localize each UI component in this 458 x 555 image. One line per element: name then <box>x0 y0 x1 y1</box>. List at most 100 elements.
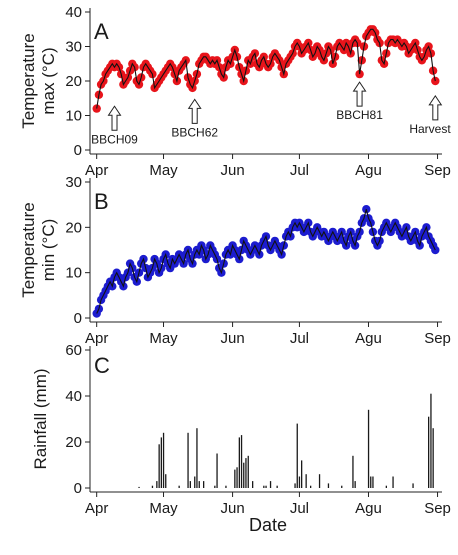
rain-bar-35 <box>318 474 321 488</box>
rain-bar-5 <box>162 432 165 488</box>
x-tick-label-a-apr: Apr <box>85 162 108 179</box>
annotation-arrow-bbch09 <box>107 105 122 131</box>
y-tick-label-a-20: 20 <box>65 73 82 90</box>
text-layer: A B C Date 0 10 20 30 40 Apr May Jun Jul Agu Sep Te… <box>19 4 451 535</box>
rain-bar-31 <box>298 476 301 488</box>
rain-bar-14 <box>214 485 216 488</box>
y-axis-title-b: Temperaturemin (°C) <box>19 202 58 297</box>
rain-bar-42 <box>372 476 374 488</box>
panel-letter-c: C <box>94 353 110 378</box>
axes-layer <box>85 8 443 497</box>
x-tick-label-a-agu: Agu <box>355 162 382 179</box>
x-tick-label-a-jul: Jul <box>290 162 309 179</box>
rain-bar-29 <box>294 483 296 488</box>
series-line-a <box>96 28 436 109</box>
rain-bar-17 <box>234 469 236 488</box>
rain-bar-45 <box>412 483 414 488</box>
rain-bar-20 <box>240 435 243 488</box>
y-tick-label-a-30: 30 <box>65 39 82 56</box>
rain-bar-19 <box>238 437 240 488</box>
x-tick-label-c-sep: Sep <box>424 500 451 517</box>
rain-bar-43 <box>385 485 387 488</box>
rain-bar-27 <box>269 481 272 488</box>
data-point-a-0 <box>92 104 101 113</box>
x-tick-label-a-sep: Sep <box>424 162 451 179</box>
rain-bar-6 <box>165 474 167 488</box>
x-tick-label-b-sep: Sep <box>424 330 451 347</box>
rain-bar-12 <box>198 481 200 488</box>
y-axis-title-c: Rainfall (mm) <box>31 368 50 469</box>
rain-bar-47 <box>430 393 432 488</box>
rain-bar-30 <box>296 423 298 488</box>
rain-bar-44 <box>392 476 394 488</box>
rain-bar-39 <box>354 481 356 488</box>
y-tick-label-b-10: 10 <box>65 265 82 282</box>
y-tick-label-a-0: 0 <box>74 142 82 159</box>
y-tick-label-b-0: 0 <box>74 310 82 327</box>
rain-bar-0 <box>138 486 140 488</box>
x-tick-label-c-may: May <box>149 500 178 517</box>
marks-layer <box>92 25 440 488</box>
y-axis-title-line-a-2: max (°C) <box>39 47 58 114</box>
annotation-arrow-bbch81 <box>352 81 367 107</box>
rain-bar-13 <box>203 481 205 488</box>
rain-bar-2 <box>156 481 158 488</box>
y-axis-title-line-b-1: Temperature <box>19 202 38 297</box>
x-tick-label-b-jun: Jun <box>220 330 244 347</box>
y-tick-label-c-40: 40 <box>65 388 82 405</box>
rain-bar-28 <box>276 485 278 488</box>
rain-bar-4 <box>160 437 162 488</box>
rain-bar-38 <box>352 455 354 488</box>
rain-bar-15 <box>216 453 218 488</box>
y-tick-label-a-40: 40 <box>65 4 82 21</box>
y-tick-label-b-30: 30 <box>65 174 82 191</box>
y-axis-title-line-a-1: Temperature <box>19 33 38 128</box>
y-tick-label-c-20: 20 <box>65 434 82 451</box>
x-tick-label-a-may: May <box>149 162 178 179</box>
y-tick-label-c-0: 0 <box>74 480 82 497</box>
annotation-label-bbch81: BBCH81 <box>336 108 383 122</box>
rain-bar-10 <box>194 476 196 488</box>
y-tick-label-b-20: 20 <box>65 219 82 236</box>
x-tick-label-b-apr: Apr <box>85 330 108 347</box>
rain-bar-37 <box>341 485 343 488</box>
y-axis-title-a: Temperaturemax (°C) <box>19 33 58 128</box>
y-axis-title-line-b-2: min (°C) <box>39 219 58 282</box>
rain-bar-24 <box>252 481 254 488</box>
rain-bar-16 <box>225 485 227 488</box>
x-tick-label-c-agu: Agu <box>355 500 382 517</box>
rain-bar-3 <box>158 444 160 488</box>
rain-bar-11 <box>196 428 198 488</box>
rain-bar-46 <box>428 416 430 488</box>
x-axis-title: Date <box>249 515 287 535</box>
x-tick-label-b-jul: Jul <box>290 330 309 347</box>
panel-letter-a: A <box>94 19 109 44</box>
rain-bar-26 <box>265 485 267 488</box>
rain-bar-33 <box>305 474 307 488</box>
annotation-arrow-bbch62 <box>187 98 202 124</box>
rain-bar-18 <box>236 467 238 488</box>
rain-bar-9 <box>189 481 191 488</box>
annotation-arrow-harvest <box>428 94 443 121</box>
rain-bar-32 <box>301 460 303 488</box>
x-tick-label-b-agu: Agu <box>355 330 382 347</box>
rain-bar-8 <box>187 432 189 488</box>
rain-bar-22 <box>245 458 247 488</box>
x-tick-label-a-jun: Jun <box>220 162 244 179</box>
x-tick-label-c-jun: Jun <box>220 500 244 517</box>
x-tick-label-b-may: May <box>149 330 178 347</box>
series-line-b <box>96 209 436 314</box>
rain-bar-21 <box>243 462 245 488</box>
rain-bar-25 <box>263 485 265 488</box>
rain-bar-36 <box>327 483 330 488</box>
y-tick-label-a-10: 10 <box>65 108 82 125</box>
annotation-label-harvest: Harvest <box>409 122 451 136</box>
rain-bar-48 <box>432 428 434 488</box>
annotation-label-bbch62: BBCH62 <box>171 125 218 139</box>
rain-bar-34 <box>310 485 312 488</box>
rain-bar-41 <box>370 476 372 488</box>
annotation-label-bbch09: BBCH09 <box>91 132 138 146</box>
y-tick-label-c-60: 60 <box>65 342 82 359</box>
